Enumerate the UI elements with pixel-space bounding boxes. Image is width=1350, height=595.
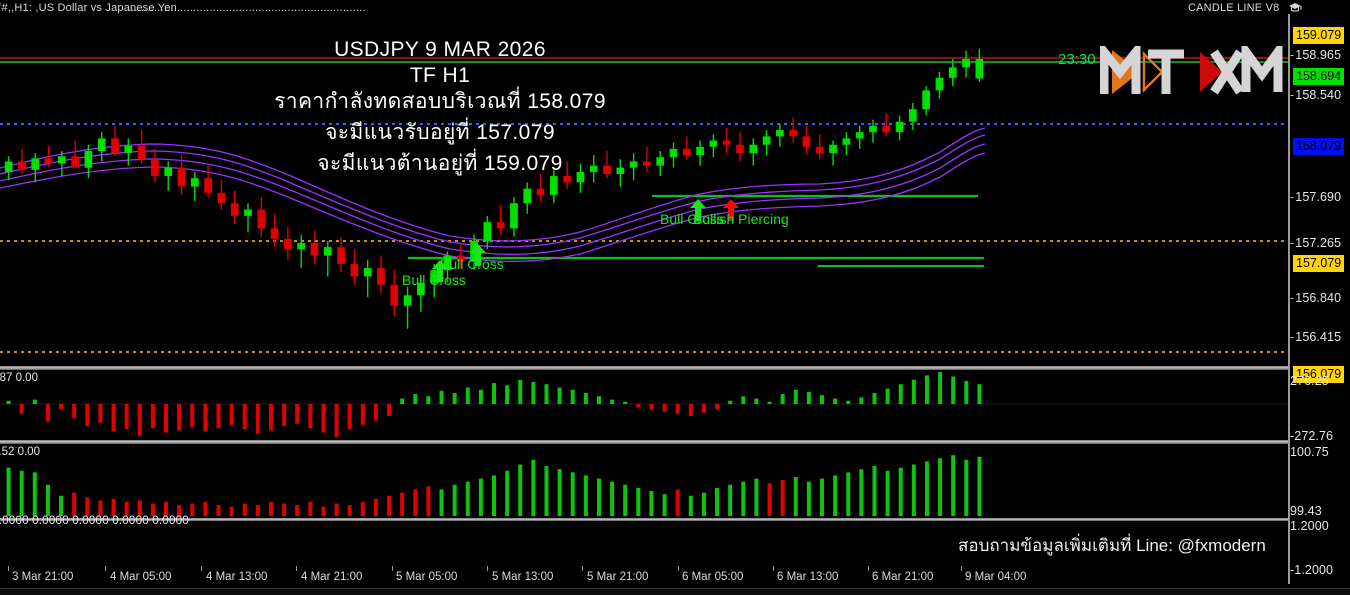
time-axis-tick xyxy=(8,566,9,571)
extra-scale-tick: 1.2000 xyxy=(1290,519,1329,533)
price-scale-tick: -157.690 xyxy=(1290,190,1341,204)
pane-separator-1 xyxy=(0,366,1288,370)
macd-histogram-bars xyxy=(6,372,982,437)
resistance-level-label[interactable]: 159.079 xyxy=(1293,27,1345,44)
up-arrow-red-icon xyxy=(723,199,739,221)
time-axis-tick xyxy=(487,566,488,571)
tick-dash: - xyxy=(1290,236,1295,250)
volume-scale-tick: 100.75 xyxy=(1290,445,1329,459)
tick-dash: - xyxy=(1290,88,1295,102)
time-axis-label: 6 Mar 13:00 xyxy=(777,571,839,583)
time-axis-label: 5 Mar 21:00 xyxy=(587,571,649,583)
volume-histogram-bars xyxy=(6,455,982,516)
macd-scale-tick: 276.25 xyxy=(1290,374,1329,388)
price-scale-tick: -158.965 xyxy=(1290,48,1341,62)
up-arrow-green-icon xyxy=(690,199,706,221)
headline-line-5: จะมีแนวต้านอยู่ที่ 159.079 xyxy=(317,152,563,175)
headline-line-1: USDJPY 9 MAR 2026 xyxy=(334,38,546,61)
signal-marker-label: Bull Cross xyxy=(402,272,466,288)
price-scale-tick-value: 158.540 xyxy=(1295,88,1342,102)
volume-indicator-pane[interactable]: 0.52 0.00 xyxy=(0,444,1288,520)
macd-scale-tick: -272.76 xyxy=(1290,429,1334,443)
price-scale[interactable]: -158.965 -158.540 -157.690 -157.265 -156.840… xyxy=(1288,14,1350,584)
volume-readout: 0.52 0.00 xyxy=(0,446,40,458)
price-chart-canvas xyxy=(0,18,1288,366)
time-axis-label: 4 Mar 13:00 xyxy=(206,571,268,583)
tick-dash: - xyxy=(1290,190,1295,204)
xm-logo xyxy=(1196,46,1288,98)
tick-dash: - xyxy=(1290,291,1295,305)
macd-canvas xyxy=(0,370,1288,440)
time-axis-label: 6 Mar 21:00 xyxy=(872,571,934,583)
up-arrow-green-icon xyxy=(432,260,448,282)
price-chart-pane[interactable]: USDJPY 9 MAR 2026 TF H1 ราคากำลังทดสอบบร… xyxy=(0,18,1288,366)
desktop-taskbar xyxy=(0,588,1350,595)
candlestick-series xyxy=(4,48,984,329)
time-axis-label: 5 Mar 13:00 xyxy=(492,571,554,583)
extra-scale-tick: -1.2000 xyxy=(1290,563,1334,577)
price-scale-tick: -156.415 xyxy=(1290,330,1341,344)
support-level-label[interactable]: 157.079 xyxy=(1293,255,1345,272)
price-scale-tick-value: 156.415 xyxy=(1295,330,1342,344)
price-scale-tick: -156.840 xyxy=(1290,291,1341,305)
volume-scale-tick: 99.43 xyxy=(1290,504,1322,518)
signal-marker-label: Bull Cross xyxy=(660,211,724,227)
time-axis-label: 3 Mar 21:00 xyxy=(12,571,74,583)
price-scale-tick-value: 157.690 xyxy=(1295,190,1342,204)
time-axis-label: 5 Mar 05:00 xyxy=(396,571,458,583)
time-axis[interactable]: 3 Mar 21:00 4 Mar 05:00 4 Mar 13:00 4 Mar 2… xyxy=(0,566,1288,588)
signal-marker-label: Bull Cross xyxy=(440,256,504,272)
headline-line-3: ราคากำลังทดสอบบริเวณที่ 158.079 xyxy=(274,90,606,113)
price-scale-tick: -157.265 xyxy=(1290,236,1341,250)
macd-indicator-pane[interactable]: 1.87 0.00 xyxy=(0,370,1288,440)
indicator-title: CANDLE LINE V8 xyxy=(1188,2,1280,14)
price-scale-tick-value: 158.965 xyxy=(1295,48,1342,62)
price-scale-tick: -158.540 xyxy=(1290,88,1341,102)
indicator-zero-values: 0.0000 0.0000 0.0000 0.0000 0.0000 xyxy=(0,513,189,527)
time-axis-tick xyxy=(582,566,583,571)
current-price-label[interactable]: 158.694 xyxy=(1293,68,1345,85)
time-axis-tick xyxy=(105,566,106,571)
price-scale-tick-value: 156.840 xyxy=(1295,291,1342,305)
contact-footer: สอบถามข้อมูลเพิ่มเติมที่ Line: @fxmodern xyxy=(958,536,1266,555)
headline-line-4: จะมีแนวรับอยู่ที่ 157.079 xyxy=(325,121,555,144)
headline-line-2: TF H1 xyxy=(409,64,471,87)
time-axis-tick xyxy=(868,566,869,571)
time-axis-tick xyxy=(201,566,202,571)
pane-separator-2 xyxy=(0,440,1288,444)
time-axis-tick xyxy=(773,566,774,571)
time-axis-label: 4 Mar 21:00 xyxy=(301,571,363,583)
mt-logo xyxy=(1100,46,1190,98)
time-axis-tick xyxy=(296,566,297,571)
price-scale-tick-value: 157.265 xyxy=(1295,236,1342,250)
tick-dash: - xyxy=(1290,330,1295,344)
time-axis-tick xyxy=(678,566,679,571)
tick-dash: - xyxy=(1290,48,1295,62)
time-axis-label: 6 Mar 05:00 xyxy=(682,571,744,583)
bar-countdown-timer: 23:30 xyxy=(1058,51,1096,68)
title-dot-leader: ........................................… xyxy=(128,2,366,14)
signal-marker-label: Bullish Piercing xyxy=(693,211,789,227)
time-axis-label: 9 Mar 04:00 xyxy=(965,571,1027,583)
lower-level-label[interactable]: 156.079 xyxy=(1293,366,1345,383)
time-axis-label: 4 Mar 05:00 xyxy=(110,571,172,583)
chart-title-bar: Y#,,H1: ,US Dollar vs Japanese Yen .....… xyxy=(0,0,1350,18)
volume-canvas xyxy=(0,444,1288,520)
time-axis-tick xyxy=(392,566,393,571)
time-axis-tick xyxy=(961,566,962,571)
pane-separator-3 xyxy=(0,518,1288,521)
up-arrow-green-icon xyxy=(470,244,486,266)
macd-readout: 1.87 0.00 xyxy=(0,372,38,384)
test-level-label[interactable]: 158.079 xyxy=(1293,138,1345,155)
graduation-cap-icon xyxy=(1288,2,1302,14)
symbol-title: Y#,,H1: ,US Dollar vs Japanese Yen xyxy=(0,2,177,14)
